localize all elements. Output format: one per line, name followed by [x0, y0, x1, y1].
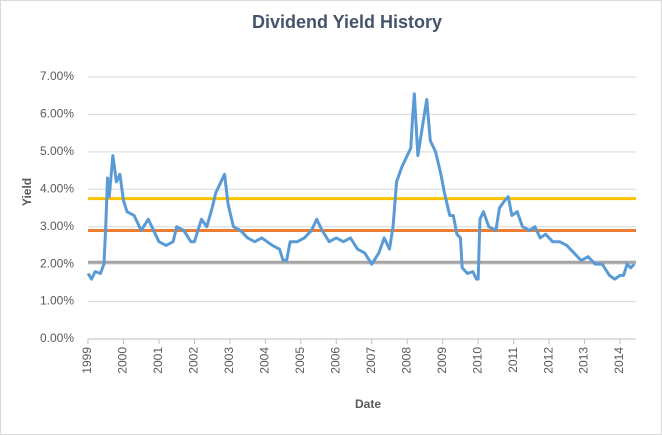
- y-axis-title: Yield: [20, 178, 34, 206]
- x-tick-label: 2013: [577, 347, 591, 374]
- x-tick-label: 2002: [187, 347, 201, 374]
- x-tick-label: 2012: [541, 347, 555, 374]
- data-line: [86, 92, 636, 281]
- x-tick-label: 2014: [612, 347, 626, 374]
- y-tick-label: 0.00%: [40, 331, 74, 345]
- y-tick-label: 3.00%: [40, 219, 74, 233]
- y-tick-label: 2.00%: [40, 256, 74, 270]
- y-tick-label: 7.00%: [40, 69, 74, 83]
- x-tick-label: 2001: [151, 347, 165, 374]
- y-tick-label: 6.00%: [40, 107, 74, 121]
- chart-title: Dividend Yield History: [252, 12, 442, 32]
- y-tick-label: 5.00%: [40, 144, 74, 158]
- x-tick-label: 2004: [258, 347, 272, 374]
- x-tick-label: 2005: [293, 347, 307, 374]
- x-tick-label: 2009: [435, 347, 449, 374]
- x-tick-label: 2006: [328, 347, 342, 374]
- x-axis-title: Date: [355, 397, 381, 411]
- x-tick-label: 1999: [80, 347, 94, 374]
- x-tick-label: 2003: [222, 347, 236, 374]
- x-tick-label: 2008: [399, 347, 413, 374]
- x-tick-label: 2010: [470, 347, 484, 374]
- x-tick-label: 2007: [364, 347, 378, 374]
- y-tick-label: 1.00%: [40, 294, 74, 308]
- y-tick-label: 4.00%: [40, 181, 74, 195]
- x-tick-label: 2011: [506, 347, 520, 373]
- x-tick-label: 2000: [116, 347, 130, 374]
